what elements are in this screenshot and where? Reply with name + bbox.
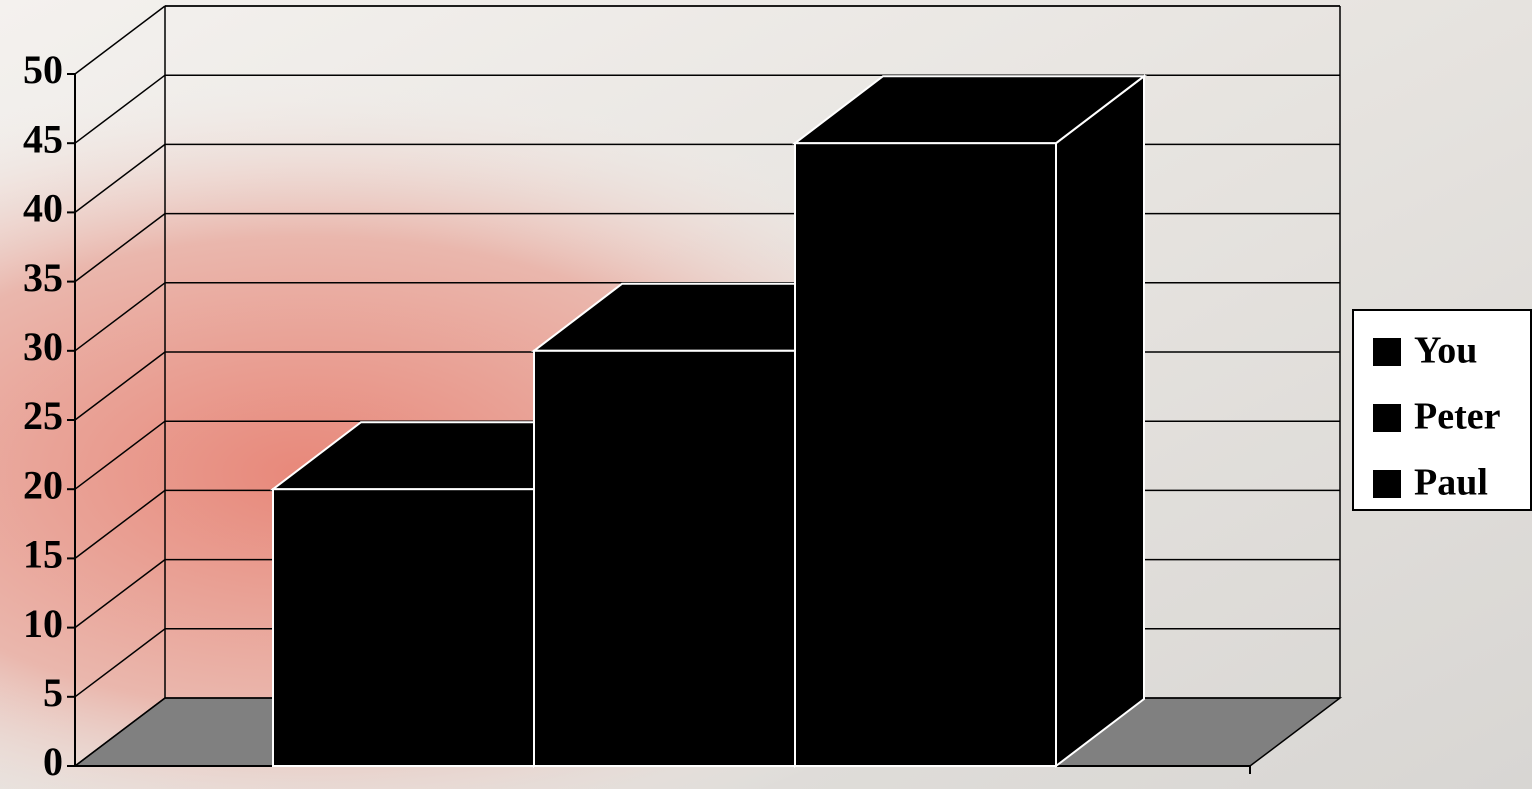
grid-line [74,628,166,698]
grid-line [74,559,166,629]
y-tick-label: 30 [23,324,63,369]
grid-line [74,489,166,559]
legend-label: Peter [1414,396,1501,438]
grid-line [74,351,166,421]
grid-line [74,213,166,283]
grid-line [74,282,166,352]
grid-line [74,5,166,75]
legend-label: Paul [1414,462,1488,504]
y-tick-label: 25 [23,393,63,438]
y-tick-label: 40 [23,186,63,231]
y-tick-label: 5 [43,670,63,715]
y-tick-label: 45 [23,116,63,161]
legend-swatch [1373,470,1401,498]
y-tick-label: 0 [43,739,63,784]
y-tick-label: 15 [23,532,63,577]
legend-label: You [1414,330,1477,372]
legend-swatch [1373,338,1401,366]
legend-swatch [1373,404,1401,432]
y-tick-label: 35 [23,255,63,300]
grid-line [74,697,166,767]
y-tick-label: 10 [23,601,63,646]
grid-line [74,143,166,213]
bar [794,142,1057,767]
grid-line [74,420,166,490]
bar [533,349,796,767]
bar-side [1055,74,1145,769]
bar [272,488,535,767]
y-tick-label: 20 [23,462,63,507]
y-tick-label: 50 [23,47,63,92]
grid-line [74,74,166,144]
